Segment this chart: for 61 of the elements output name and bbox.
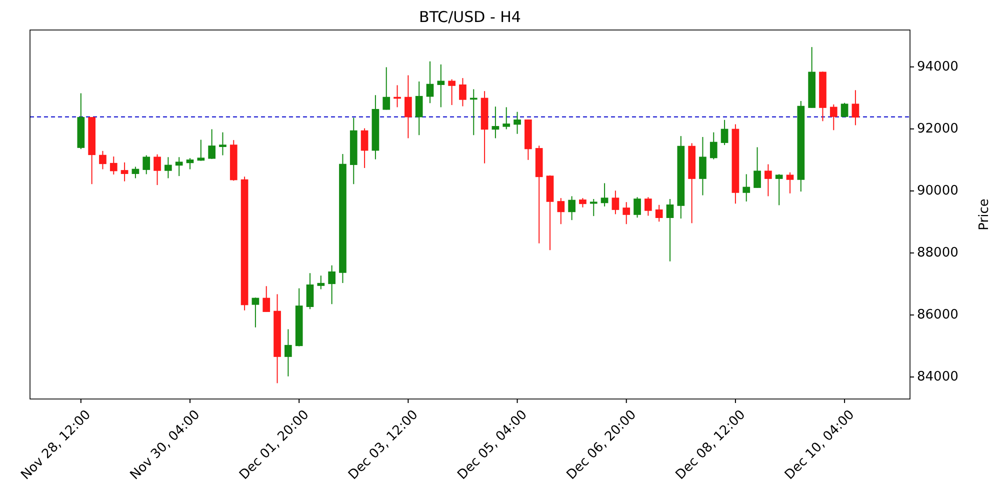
y-tick-label: 86000 bbox=[917, 307, 958, 322]
candlestick bbox=[99, 150, 106, 170]
candlestick bbox=[437, 64, 445, 108]
candlestick bbox=[382, 66, 390, 110]
candlestick bbox=[284, 328, 292, 377]
candlestick bbox=[699, 136, 706, 196]
candlestick bbox=[470, 88, 478, 136]
candlestick bbox=[514, 111, 521, 134]
candlestick bbox=[579, 198, 586, 208]
candlestick bbox=[830, 104, 838, 131]
candlestick bbox=[568, 196, 576, 221]
candlestick bbox=[328, 264, 336, 305]
candlestick bbox=[754, 146, 761, 188]
candlestick bbox=[666, 198, 674, 262]
candlestick bbox=[720, 119, 728, 146]
candlestick bbox=[110, 156, 118, 175]
candlestick bbox=[120, 162, 128, 182]
candlestick bbox=[197, 139, 205, 162]
candlestick bbox=[186, 158, 194, 170]
candlestick bbox=[710, 132, 718, 160]
y-tick-label: 88000 bbox=[917, 245, 958, 260]
candlestick bbox=[764, 164, 772, 197]
candlestick bbox=[219, 132, 226, 156]
candlestick bbox=[612, 190, 620, 215]
candlestick bbox=[404, 74, 412, 139]
candlestick bbox=[502, 106, 510, 130]
candlestick bbox=[208, 128, 216, 160]
y-axis-title: Price bbox=[977, 198, 992, 230]
candlestick bbox=[459, 78, 466, 107]
candlestick bbox=[394, 84, 401, 108]
candlestick bbox=[142, 154, 150, 175]
candlestick bbox=[154, 154, 161, 186]
candlestick bbox=[262, 286, 270, 312]
candlestick bbox=[644, 196, 652, 216]
y-tick-label: 94000 bbox=[917, 59, 958, 74]
candlestick bbox=[590, 198, 598, 217]
y-tick-label: 84000 bbox=[917, 369, 958, 384]
candlestick bbox=[786, 172, 794, 194]
candlestick bbox=[622, 202, 630, 225]
candlestick bbox=[132, 166, 140, 179]
candlestick bbox=[306, 272, 314, 310]
y-tick-label: 92000 bbox=[917, 121, 958, 136]
candlestick bbox=[742, 174, 750, 202]
candlestick bbox=[634, 196, 641, 218]
candlestick bbox=[852, 90, 860, 126]
candlestick bbox=[448, 78, 456, 106]
candlestick bbox=[175, 156, 183, 177]
candlestick bbox=[164, 156, 172, 179]
candlestick bbox=[360, 128, 368, 168]
candlestick bbox=[655, 204, 663, 222]
y-tick-label: 90000 bbox=[917, 183, 958, 198]
candlestick bbox=[252, 297, 260, 328]
candlestick bbox=[415, 80, 423, 136]
candlestick bbox=[775, 174, 783, 206]
candlestick bbox=[557, 198, 565, 225]
candlestick bbox=[317, 275, 325, 290]
chart-title: BTC/USD - H4 bbox=[419, 8, 521, 26]
candlestick bbox=[492, 106, 500, 139]
candlestick bbox=[840, 102, 848, 118]
candlestick bbox=[600, 182, 608, 207]
candlestick bbox=[426, 60, 434, 104]
